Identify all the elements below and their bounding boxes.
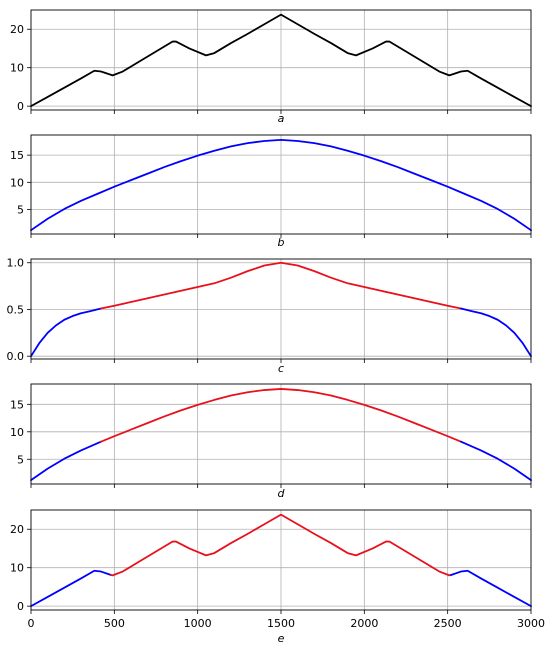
- y-tick-label: 15: [10, 149, 24, 162]
- subplot-label: b: [278, 236, 285, 249]
- subplot-label: e: [278, 632, 285, 645]
- subplot-a: 0 10 20 a: [10, 9, 532, 125]
- y-tick-label: 15: [10, 398, 24, 411]
- series-line-e-2: [450, 569, 532, 608]
- y-tick-label: 0.5: [7, 303, 25, 316]
- series-line-e-0: [30, 569, 112, 608]
- x-tick-label: 1000: [184, 617, 212, 630]
- x-tick-label: 2500: [434, 617, 462, 630]
- y-tick-label: 5: [17, 204, 24, 217]
- series-line-c-1: [100, 261, 462, 310]
- subplot-c: 0.0 0.5 1.0 c: [7, 257, 532, 375]
- y-tick-label: 20: [10, 23, 24, 36]
- series-line-c-2: [460, 307, 532, 358]
- subplot-b: 5 10 15 b: [10, 134, 532, 249]
- series-line-c-0: [30, 307, 102, 358]
- series-line-b-0: [30, 138, 532, 232]
- series-line-d-0: [30, 440, 102, 482]
- subplot-label: a: [278, 112, 285, 125]
- subplot-label: d: [278, 487, 286, 500]
- y-tick-label: 10: [10, 562, 24, 575]
- y-tick-label: 0: [17, 600, 24, 613]
- subplot-d: 5 10 15 d: [10, 383, 532, 500]
- x-tick-label: 0: [28, 617, 35, 630]
- y-tick-label: 10: [10, 176, 24, 189]
- x-tick-label: 2000: [350, 617, 378, 630]
- series-line-a-0: [30, 13, 532, 108]
- y-tick-label: 0.0: [7, 350, 25, 363]
- subplot-e: 0 500 1000 1500 2000 2500 3000 0 10 20 e: [10, 509, 545, 645]
- series-line-d-2: [460, 440, 532, 482]
- series-line-d-1: [100, 388, 462, 443]
- x-tick-label: 1500: [267, 617, 295, 630]
- y-tick-label: 1.0: [7, 257, 25, 270]
- x-tick-label: 3000: [517, 617, 545, 630]
- y-tick-label: 10: [10, 62, 24, 75]
- y-tick-label: 5: [17, 453, 24, 466]
- y-tick-label: 20: [10, 523, 24, 536]
- x-tick-label: 500: [104, 617, 125, 630]
- series-line-e-1: [110, 513, 452, 577]
- y-tick-label: 10: [10, 426, 24, 439]
- y-tick-label: 0: [17, 100, 24, 113]
- subplot-label: c: [278, 362, 284, 375]
